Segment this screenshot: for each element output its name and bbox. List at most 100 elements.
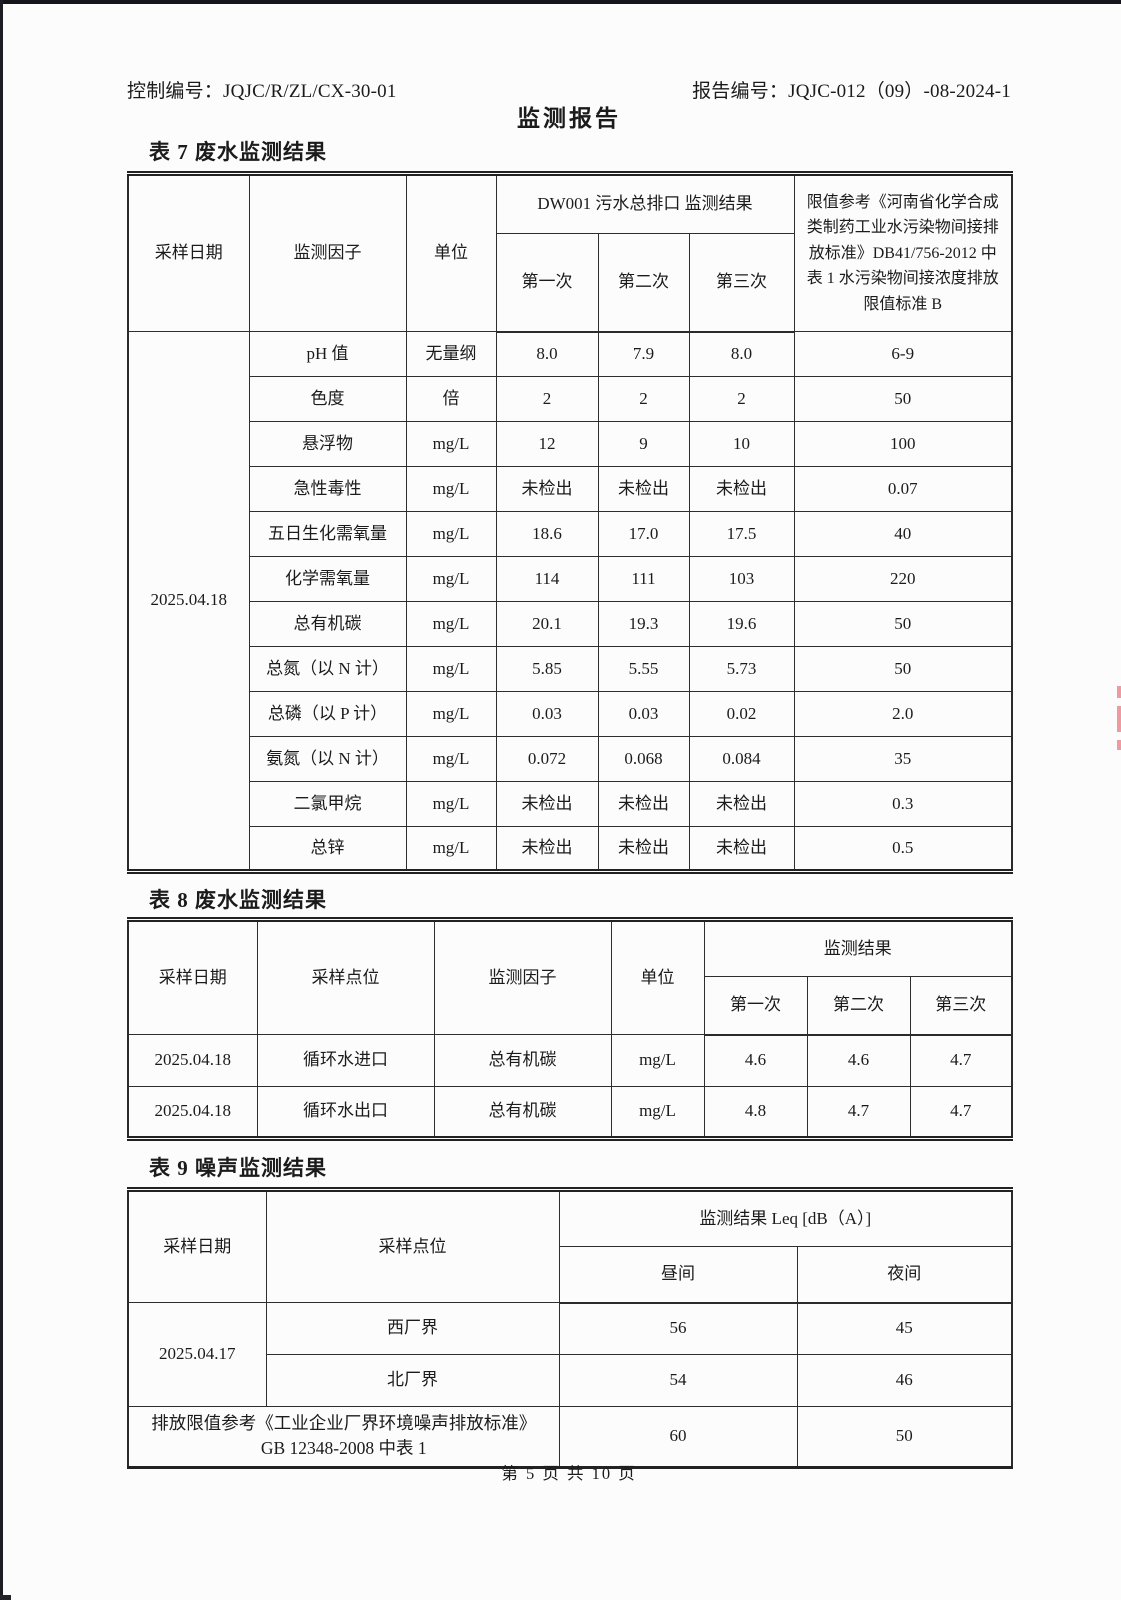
table7-cell: 5.73	[688, 646, 795, 692]
table8-body: 2025.04.18 循环水进口 总有机碳 mg/L 4.6 4.6 4.7 2025.04.…	[127, 1034, 1013, 1139]
table7-cell: 9	[597, 421, 690, 467]
table7-cell: 总磷（以 P 计）	[248, 691, 407, 737]
table7-cell: 五日生化需氧量	[248, 511, 407, 557]
table7-col-sample-date: 采样日期	[127, 173, 250, 332]
report-number: 报告编号：JQJC-012（09）-08-2024-1	[692, 81, 1011, 102]
table7-cell: pH 值	[248, 331, 407, 377]
table9-col-sample-date: 采样日期	[127, 1189, 267, 1303]
table7-row: 急性毒性 mg/L 未检出 未检出 未检出 0.07	[128, 466, 1013, 512]
table8-cell: 4.7	[909, 1086, 1013, 1139]
table7-col-factor: 监测因子	[248, 173, 407, 332]
table8-cell: mg/L	[610, 1034, 705, 1087]
table7-row: 色度倍 2 2 2 50	[128, 376, 1013, 422]
table7-cell: 总氮（以 N 计）	[248, 646, 407, 692]
table7-cell: 0.084	[688, 736, 795, 782]
table9-caption: 表 9 噪声监测结果	[149, 1156, 327, 1180]
table7-row: 五日生化需氧量 mg/L 18.6 17.0 17.5 40	[128, 511, 1013, 557]
table9-col-point: 采样点位	[265, 1189, 560, 1303]
table7-cell: mg/L	[405, 781, 497, 827]
table7-row: 总锌 mg/L 未检出 未检出 未检出 0.5	[128, 826, 1013, 872]
table8-cell: 4.8	[703, 1086, 808, 1139]
table7-cell: mg/L	[405, 421, 497, 467]
table9-col-result-group: 监测结果 Leq [dB（A）]	[558, 1189, 1013, 1247]
table7-cell: 50	[793, 646, 1013, 692]
table7-cell: mg/L	[405, 646, 497, 692]
table8-cell: 总有机碳	[433, 1034, 612, 1087]
table7-header: 采样日期 监测因子 单位 DW001 污水总排口 监测结果 限值参考《河南省化学…	[127, 173, 1013, 333]
table8-row: 2025.04.18 循环水进口 总有机碳 mg/L 4.6 4.6 4.7	[127, 1034, 1013, 1087]
table7-col-limit: 限值参考《河南省化学合成类制药工业水污染物间接排放标准》DB41/756-201…	[793, 173, 1013, 332]
table7-cell: 0.07	[793, 466, 1013, 512]
table7-row: 总有机碳 mg/L 20.1 19.3 19.6 50	[128, 601, 1013, 647]
table7-cell: 7.9	[597, 331, 690, 377]
table7-cell: 50	[793, 376, 1013, 422]
table9-cell: 西厂界	[265, 1302, 560, 1355]
table7-cell: 总锌	[248, 826, 407, 872]
table7-cell: 114	[495, 556, 599, 602]
table7-cell: 0.03	[597, 691, 690, 737]
table7-row: 悬浮物 mg/L 12 9 10 100	[128, 421, 1013, 467]
table7-row: 氨氮（以 N 计） mg/L 0.072 0.068 0.084 35	[128, 736, 1013, 782]
table8-cell: mg/L	[610, 1086, 705, 1139]
table7-cell: 未检出	[495, 781, 599, 827]
table8-cell: 循环水进口	[256, 1034, 435, 1087]
scan-artifact-corner	[0, 1595, 11, 1600]
table9-noise-results: 采样日期 采样点位 监测结果 Leq [dB（A）] 昼间 夜间 2025.04…	[127, 1187, 1013, 1469]
table8-header: 采样日期 采样点位 监测因子 单位 监测结果 第一次 第二次 第三次	[127, 919, 1013, 1036]
table7-cell: 40	[793, 511, 1013, 557]
table8-wastewater-results: 采样日期 采样点位 监测因子 单位 监测结果 第一次 第二次 第三次 2025.…	[127, 917, 1014, 1141]
table7-cell: 8.0	[495, 331, 599, 377]
table7-cell: mg/L	[405, 826, 497, 872]
table7-cell: 未检出	[597, 466, 690, 512]
table8-cell: 4.7	[806, 1086, 911, 1139]
table7-cell: 0.072	[495, 736, 599, 782]
page-number: 第 5 页 共 10 页	[501, 1464, 637, 1483]
table8-cell: 4.6	[703, 1034, 808, 1087]
table7-cell: 10	[688, 421, 795, 467]
table9-limit-day: 60	[558, 1406, 798, 1468]
table7-cell: 未检出	[688, 466, 795, 512]
table8-cell: 总有机碳	[433, 1086, 612, 1139]
table7-cell: mg/L	[405, 511, 497, 557]
table7-sample-date: 2025.04.18	[127, 331, 250, 872]
table8-col-sample-date: 采样日期	[127, 919, 258, 1035]
page-border-left	[0, 0, 3, 1600]
table8-col-first: 第一次	[703, 976, 808, 1036]
table7-cell: 20.1	[495, 601, 599, 647]
table7-cell: 5.55	[597, 646, 690, 692]
table8-col-third: 第三次	[909, 976, 1013, 1036]
table7-cell: 50	[793, 601, 1013, 647]
table9-row: 2025.04.17 西厂界 56 45	[127, 1302, 1013, 1407]
table8-cell: 4.7	[909, 1034, 1013, 1087]
table7-cell: 色度	[248, 376, 407, 422]
control-number: 控制编号：JQJC/R/ZL/CX-30-01	[127, 81, 397, 102]
table7-row: 2025.04.18 pH 值无量纲 8.0 7.9 8.0 6-9	[127, 331, 1013, 872]
table7-cell: 35	[793, 736, 1013, 782]
table7-cell: 0.03	[495, 691, 599, 737]
table9-row: 北厂界 54 46	[128, 1354, 1013, 1407]
table7-row: 化学需氧量 mg/L 114 111 103 220	[128, 556, 1013, 602]
table7-cell: 未检出	[597, 826, 690, 872]
table7-cell: 103	[688, 556, 795, 602]
table7-cell: 18.6	[495, 511, 599, 557]
table9-cell: 北厂界	[265, 1354, 560, 1407]
table7-cell: 2	[495, 376, 599, 422]
table9-cell: 45	[796, 1302, 1013, 1355]
table7-cell: mg/L	[405, 691, 497, 737]
table7-cell: 6-9	[793, 331, 1013, 377]
table7-cell: 17.5	[688, 511, 795, 557]
table7-cell: 未检出	[495, 466, 599, 512]
table8-col-point: 采样点位	[256, 919, 435, 1035]
table7-cell: 氨氮（以 N 计）	[248, 736, 407, 782]
table7-row: 二氯甲烷 mg/L 未检出 未检出 未检出 0.3	[128, 781, 1013, 827]
table7-caption: 表 7 废水监测结果	[149, 140, 327, 164]
table8-col-factor: 监测因子	[433, 919, 612, 1035]
table7-cell: 0.02	[688, 691, 795, 737]
table7-cell: 未检出	[688, 826, 795, 872]
table9-header: 采样日期 采样点位 监测结果 Leq [dB（A）] 昼间 夜间	[127, 1189, 1013, 1304]
page-border-top	[0, 0, 1121, 4]
table7-row: 总氮（以 N 计） mg/L 5.85 5.55 5.73 50	[128, 646, 1013, 692]
table7-cell: 5.85	[495, 646, 599, 692]
table7-cell: 2	[688, 376, 795, 422]
table7-cell: 8.0	[688, 331, 795, 377]
